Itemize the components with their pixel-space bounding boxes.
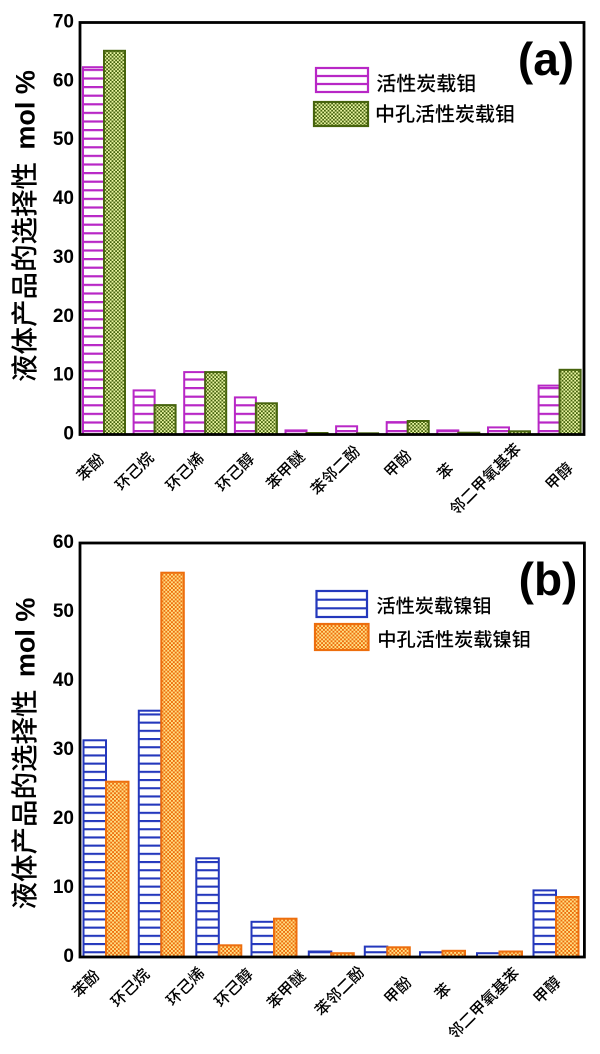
svg-text:(a): (a)	[518, 33, 574, 85]
svg-text:60: 60	[53, 532, 74, 553]
svg-text:30: 30	[53, 739, 74, 760]
svg-text:20: 20	[53, 808, 74, 829]
svg-text:50: 50	[53, 601, 74, 622]
svg-text:20: 20	[53, 306, 74, 327]
svg-text:10: 10	[53, 877, 74, 898]
svg-text:mol %: mol %	[10, 70, 40, 150]
svg-text:0: 0	[63, 424, 74, 445]
svg-text:30: 30	[53, 247, 74, 268]
svg-text:40: 40	[53, 188, 74, 209]
svg-text:70: 70	[53, 12, 74, 33]
svg-text:10: 10	[53, 365, 74, 386]
svg-text:mol %: mol %	[10, 598, 40, 678]
svg-text:(b): (b)	[519, 553, 578, 605]
svg-text:0: 0	[63, 946, 74, 967]
svg-text:60: 60	[53, 70, 74, 91]
svg-text:40: 40	[53, 670, 74, 691]
svg-text:50: 50	[53, 129, 74, 150]
